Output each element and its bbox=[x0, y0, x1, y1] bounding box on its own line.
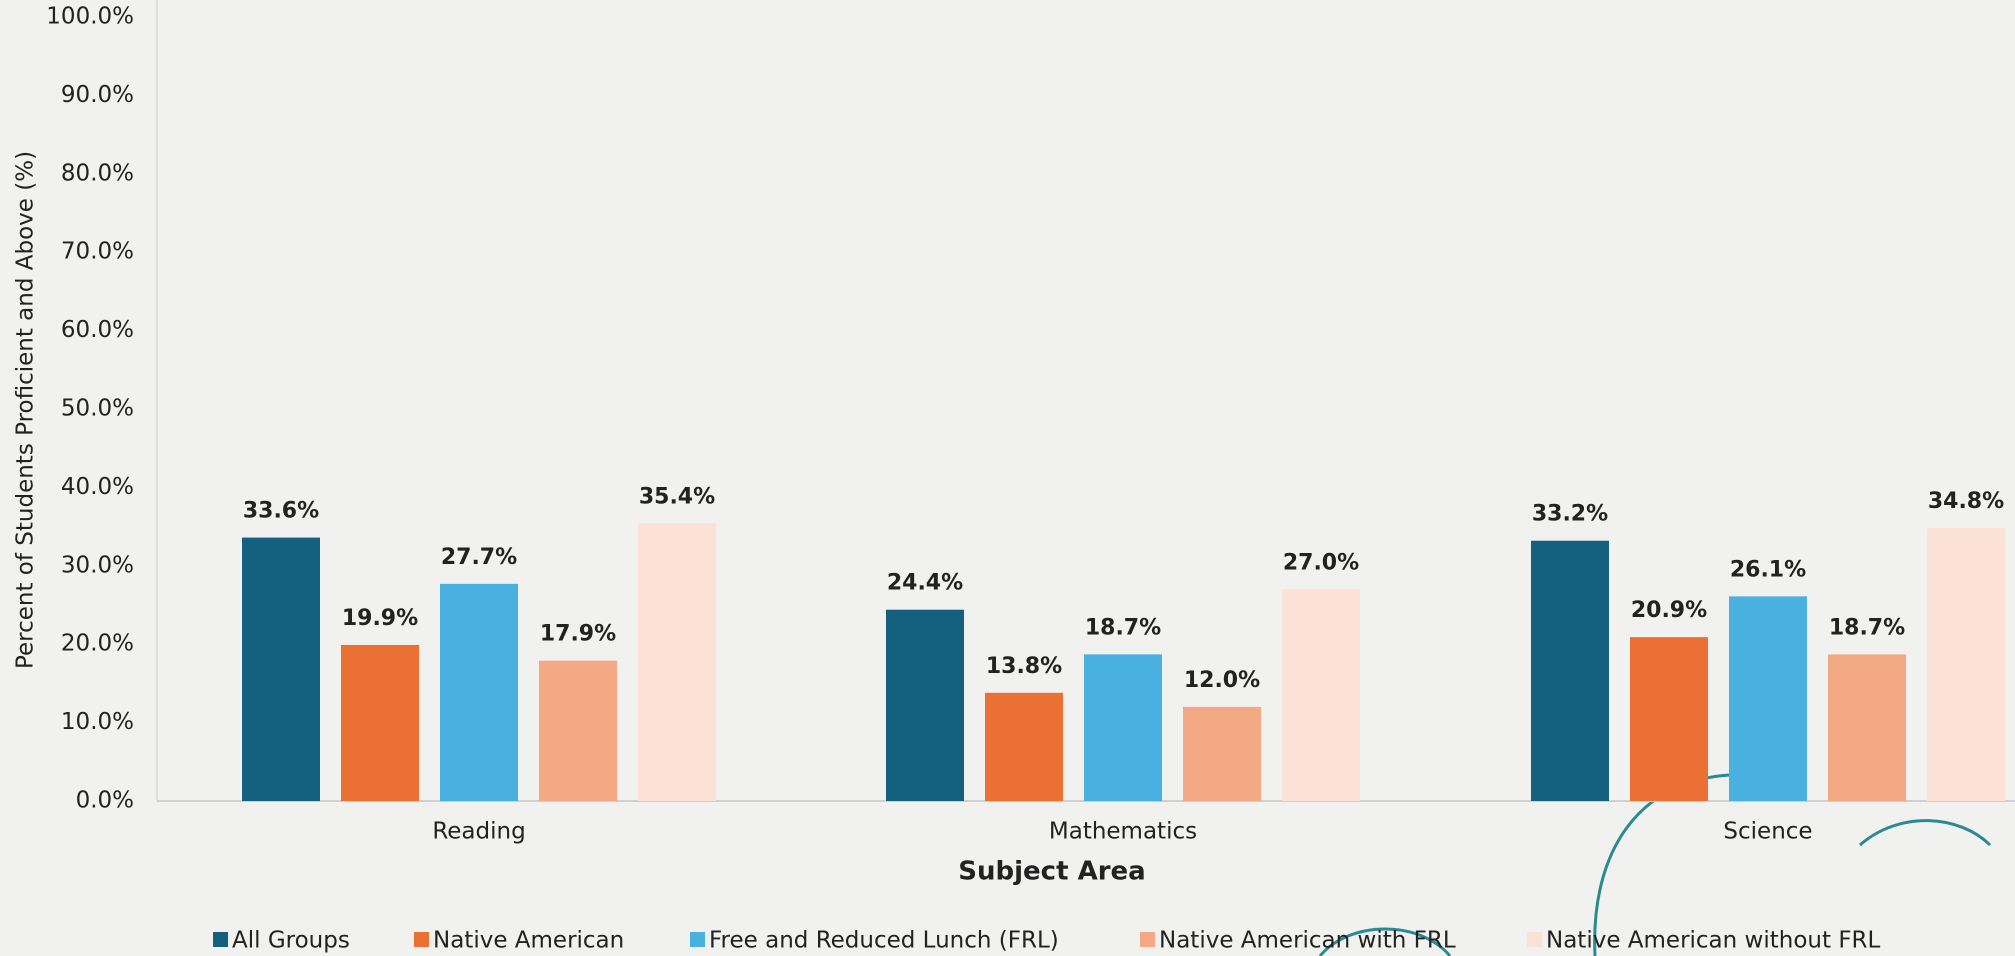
bar bbox=[1828, 654, 1906, 801]
bar bbox=[539, 660, 617, 801]
bar bbox=[1729, 596, 1807, 801]
bar bbox=[638, 523, 716, 801]
bar bbox=[1084, 654, 1162, 801]
legend-swatch bbox=[1527, 932, 1542, 947]
bar bbox=[1927, 528, 2005, 801]
bar bbox=[985, 692, 1063, 801]
data-label: 12.0% bbox=[1184, 668, 1260, 693]
data-label: 26.1% bbox=[1730, 557, 1806, 582]
bar bbox=[1630, 637, 1708, 801]
legend-swatch bbox=[213, 932, 228, 947]
x-tick-label: Reading bbox=[432, 819, 525, 845]
legend-label: Native American without FRL bbox=[1546, 928, 1881, 954]
legend-label: Native American bbox=[433, 928, 624, 954]
y-tick-label: 0.0% bbox=[76, 788, 134, 814]
x-tick-label: Science bbox=[1723, 819, 1812, 845]
data-label: 27.0% bbox=[1283, 550, 1359, 575]
bar bbox=[440, 583, 518, 801]
y-tick-label: 100.0% bbox=[46, 4, 134, 30]
bar bbox=[1183, 706, 1261, 801]
y-tick-label: 40.0% bbox=[61, 474, 134, 500]
legend-label: Free and Reduced Lunch (FRL) bbox=[709, 928, 1059, 954]
bar bbox=[341, 644, 419, 801]
y-tick-label: 50.0% bbox=[61, 396, 134, 422]
y-tick-label: 80.0% bbox=[61, 160, 134, 186]
data-label: 33.2% bbox=[1532, 502, 1608, 527]
data-label: 33.6% bbox=[243, 499, 319, 524]
data-label: 34.8% bbox=[1928, 489, 2004, 514]
data-label: 18.7% bbox=[1085, 615, 1161, 640]
y-tick-label: 90.0% bbox=[61, 82, 134, 108]
legend-label: Native American with FRL bbox=[1159, 928, 1456, 954]
y-tick-label: 10.0% bbox=[61, 709, 134, 735]
y-axis-title: Percent of Students Proficient and Above… bbox=[13, 151, 39, 669]
data-label: 19.9% bbox=[342, 606, 418, 631]
legend-swatch bbox=[414, 932, 429, 947]
data-label: 24.4% bbox=[887, 571, 963, 596]
data-label: 20.9% bbox=[1631, 598, 1707, 623]
bar bbox=[886, 609, 964, 801]
bar bbox=[242, 537, 320, 801]
data-label: 18.7% bbox=[1829, 615, 1905, 640]
data-label: 27.7% bbox=[441, 545, 517, 570]
legend-swatch bbox=[1140, 932, 1155, 947]
bar bbox=[1282, 589, 1360, 801]
x-tick-label: Mathematics bbox=[1049, 819, 1197, 845]
y-tick-label: 20.0% bbox=[61, 631, 134, 657]
legend-swatch bbox=[690, 932, 705, 947]
y-tick-label: 70.0% bbox=[61, 239, 134, 265]
data-label: 35.4% bbox=[639, 484, 715, 509]
data-label: 13.8% bbox=[986, 654, 1062, 679]
data-label: 17.9% bbox=[540, 622, 616, 647]
y-tick-label: 60.0% bbox=[61, 317, 134, 343]
y-tick-label: 30.0% bbox=[61, 552, 134, 578]
bar bbox=[1531, 540, 1609, 801]
legend-label: All Groups bbox=[232, 928, 350, 954]
x-axis-title: Subject Area bbox=[958, 857, 1145, 887]
